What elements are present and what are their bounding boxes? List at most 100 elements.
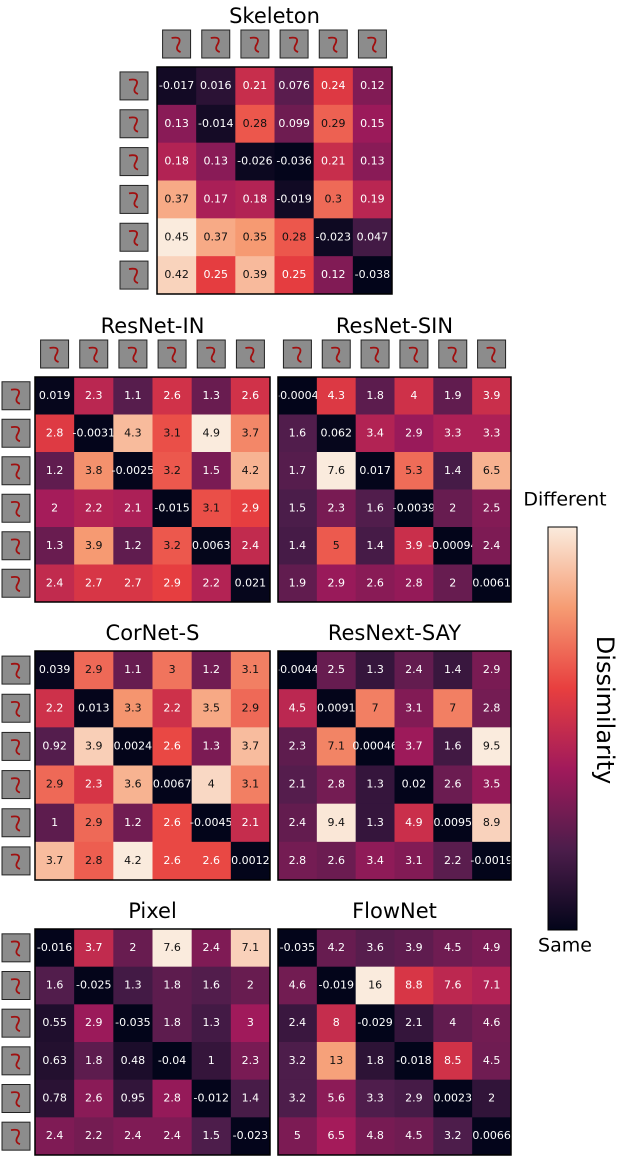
heatmap-cell [74, 803, 114, 843]
glyph-stroke [10, 853, 21, 870]
heatmap-cell [274, 67, 315, 106]
cell-label: 0.0091 [317, 701, 356, 714]
glyph-stroke [10, 739, 21, 756]
heatmap-cell [191, 841, 232, 881]
heatmap-cell [152, 651, 193, 690]
cell-label: 0.076 [278, 79, 310, 92]
cell-label: 2.4 [203, 941, 221, 954]
cell-label: 1.4 [366, 539, 384, 552]
cell-label: -0.0039 [393, 501, 435, 514]
cell-label: 3.1 [242, 778, 260, 791]
cell-label: 1.2 [124, 816, 142, 829]
heatmap-cell [355, 651, 395, 690]
heatmap-cell [35, 452, 75, 490]
cell-label: 7.1 [483, 979, 501, 992]
cell-label: 1.9 [289, 576, 307, 589]
heatmap-cell [113, 1079, 153, 1118]
panel-title: FlowNet [352, 899, 437, 923]
glyph-icon [1, 846, 31, 876]
heatmap-cell [433, 841, 473, 881]
heatmap-cell [230, 841, 271, 881]
panel-frame [34, 376, 271, 603]
glyph-stroke [10, 463, 21, 480]
cell-label: 4.9 [203, 426, 221, 439]
heatmap-cell [433, 765, 473, 805]
cell-label: 2.2 [85, 501, 103, 514]
cell-label: -0.025 [76, 979, 111, 992]
cell-label: 6.5 [328, 1129, 346, 1142]
glyph-icon [1, 770, 31, 800]
heatmap-cell [191, 527, 232, 565]
glyph-stroke [10, 500, 21, 518]
heatmap-cell [191, 377, 232, 415]
cell-label: 2.3 [85, 778, 103, 791]
cell-label: 1.5 [289, 501, 307, 514]
glyph-stroke [210, 36, 221, 53]
cell-label: 3.3 [483, 426, 501, 439]
cell-label: 1.1 [124, 389, 142, 402]
heatmap-cell [191, 564, 232, 603]
heatmap-cell [274, 142, 315, 181]
cell-label: 0.92 [42, 739, 67, 752]
heatmap-cell [113, 527, 153, 565]
glyph-stroke [171, 36, 181, 53]
glyph-stroke [10, 815, 21, 832]
cell-label: -0.035 [115, 1016, 150, 1029]
heatmap-cell [191, 1079, 232, 1118]
heatmap-cell [113, 929, 153, 968]
heatmap-cell [113, 564, 153, 603]
heatmap-cell [472, 765, 512, 805]
cell-label: 3.9 [405, 539, 423, 552]
glyph-icon [119, 260, 149, 290]
glyph-stroke [10, 777, 21, 794]
heatmap-cell [191, 1117, 232, 1156]
cell-label: 0.55 [42, 1016, 67, 1029]
cell-label: -0.014 [198, 117, 233, 130]
heatmap-cell [35, 727, 75, 766]
heatmap-cell [235, 104, 275, 144]
heatmap-cell [230, 377, 271, 415]
heatmap-cell [394, 377, 434, 415]
cell-label: 8.8 [405, 979, 423, 992]
cell-label: 7 [372, 701, 379, 714]
cell-label: 0.0067 [153, 778, 192, 791]
heatmap-cell [278, 929, 318, 968]
glyph-stroke [486, 346, 496, 363]
cell-label: 3.3 [366, 1092, 384, 1105]
glyph-icon [119, 222, 149, 252]
cell-label: 2.9 [46, 778, 64, 791]
cell-label: 0.28 [243, 117, 268, 130]
heatmap-cell [394, 966, 434, 1005]
cell-label: -0.0031 [73, 426, 115, 439]
cell-label: 2.7 [85, 576, 103, 589]
cell-label: 0.0024 [114, 739, 153, 752]
heatmap-cell [472, 452, 512, 490]
cell-label: 0.047 [357, 230, 389, 243]
cell-label: 0.13 [164, 117, 189, 130]
cell-label: -0.023 [316, 230, 351, 243]
cell-label: 0.39 [243, 268, 268, 281]
cell-label: -0.0025 [112, 464, 154, 477]
heatmap-cell [394, 564, 434, 603]
heatmap-cell [278, 765, 318, 805]
cell-label: 3.2 [444, 1129, 462, 1142]
heatmap-cell [352, 218, 393, 257]
heatmap-cell [433, 1004, 473, 1043]
cell-label: 2.4 [163, 1129, 181, 1142]
heatmap-cell [355, 527, 395, 565]
heatmap-cell [230, 1079, 271, 1118]
cell-label: 4.6 [483, 1016, 501, 1029]
cell-label: 0.35 [243, 230, 268, 243]
cell-label: 0.016 [200, 79, 232, 92]
heatmap-cell [113, 414, 153, 453]
heatmap-cell [230, 527, 271, 565]
cell-label: 4.5 [483, 1054, 501, 1067]
heatmap-cell [152, 1117, 193, 1156]
cell-label: 7 [449, 701, 456, 714]
heatmap-cell [352, 104, 393, 144]
cell-label: 3.1 [203, 501, 221, 514]
heatmap-cell [230, 765, 271, 805]
cell-label: 5.3 [405, 464, 423, 477]
heatmap-cell [313, 180, 354, 219]
glyph-icon [1, 1008, 31, 1038]
